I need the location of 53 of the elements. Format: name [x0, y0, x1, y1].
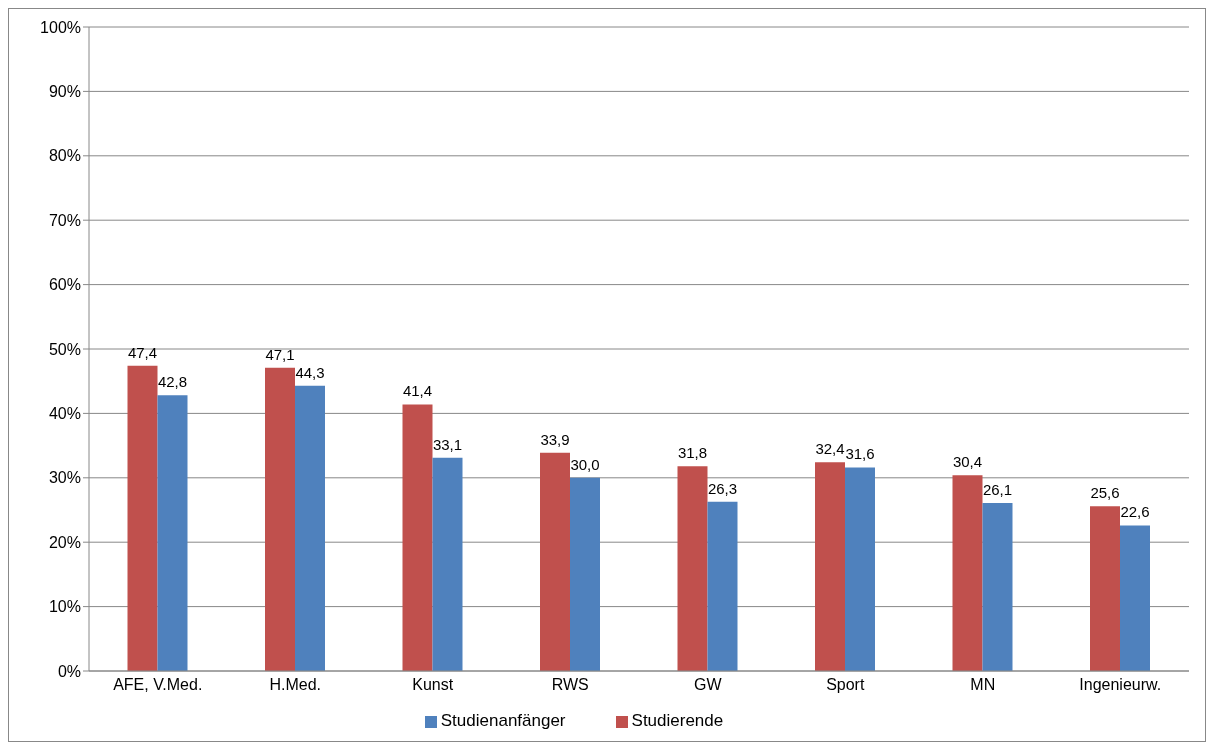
data-label: 25,6: [1090, 484, 1120, 502]
data-label: 47,4: [127, 343, 158, 361]
data-label: 42,8: [157, 373, 188, 391]
bar: [157, 395, 188, 671]
bar: [570, 477, 600, 671]
y-tick-label: 80%: [48, 147, 81, 165]
data-label: 41,4: [402, 382, 433, 400]
y-tick-label: 10%: [48, 598, 81, 616]
x-tick-label: H.Med.: [269, 676, 322, 694]
y-tick-label: 100%: [40, 18, 81, 36]
data-label: 26,3: [707, 479, 738, 497]
x-tick-label: Sport: [826, 676, 865, 694]
bar: [707, 501, 738, 671]
bar: [127, 365, 158, 671]
y-tick-label: 0%: [57, 662, 81, 680]
y-tick-label: 40%: [48, 405, 81, 423]
bar: [815, 462, 845, 671]
data-label: 30,0: [570, 455, 600, 473]
x-tick-label: Ingenieurw.: [1079, 676, 1162, 694]
data-label: 31,6: [845, 445, 875, 463]
data-label: 30,4: [952, 453, 983, 471]
data-label: 22,6: [1120, 503, 1150, 521]
bar: [265, 367, 295, 671]
y-tick-label: 60%: [48, 276, 81, 294]
bar: [402, 404, 433, 671]
legend-label: Studienanfänger: [440, 711, 566, 730]
legend-label: Studierende: [631, 711, 724, 730]
data-label: 26,1: [982, 480, 1013, 498]
x-tick-label: MN: [970, 676, 996, 694]
data-label: 33,1: [432, 435, 463, 453]
data-label: 44,3: [295, 363, 325, 381]
bar: [677, 466, 708, 671]
y-tick-label: 30%: [48, 469, 81, 487]
data-label: 33,9: [540, 430, 570, 448]
bar: [540, 452, 570, 671]
bar: [295, 385, 325, 671]
bar: [845, 467, 875, 671]
y-tick-label: 90%: [48, 83, 81, 101]
bar: [432, 457, 463, 671]
bar: [1120, 525, 1150, 671]
x-tick-label: GW: [693, 676, 723, 694]
data-label: 31,8: [677, 444, 708, 462]
x-tick-label: Kunst: [412, 676, 454, 694]
y-tick-label: 70%: [48, 211, 81, 229]
data-label: 47,1: [265, 345, 295, 363]
y-tick-label: 50%: [48, 340, 81, 358]
bar: [952, 475, 983, 671]
x-tick-label: AFE, V.Med.: [113, 676, 203, 694]
y-tick-label: 20%: [48, 533, 81, 551]
bar: [1090, 506, 1120, 671]
x-tick-label: RWS: [551, 676, 589, 694]
data-label: 32,4: [815, 440, 845, 458]
bar: [982, 502, 1013, 671]
